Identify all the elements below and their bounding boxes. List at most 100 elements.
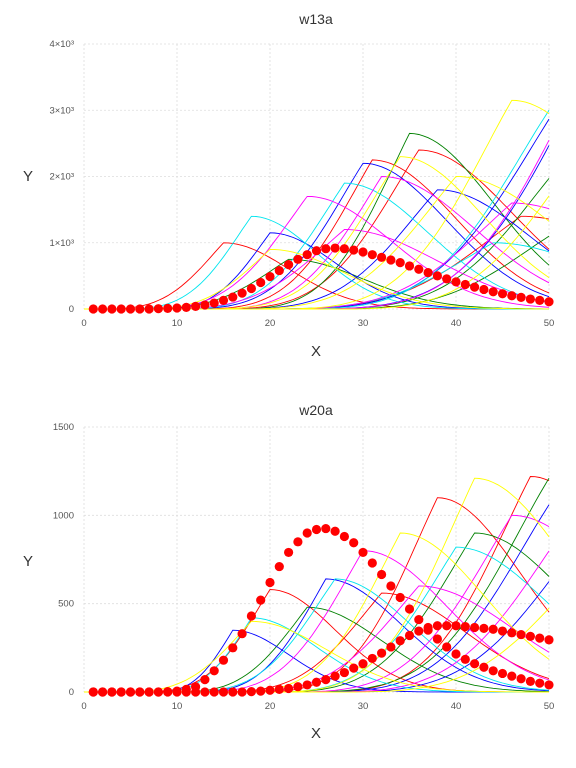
x-tick-label: 10 [172,701,183,712]
chart-w13a: w13a 0 10 20 30 40 50 0 1×10³ 2×10³ 3×10³ 4×10³ X… [23,11,554,360]
data-point [330,526,340,536]
data-point [544,635,554,645]
data-point [479,662,489,672]
data-point [349,663,359,673]
data-point [451,649,461,659]
data-point [535,633,545,643]
data-point [293,682,303,692]
data-point [172,303,182,313]
chart-w20a: w20a 0 10 20 30 40 50 0 500 1000 1500 X Y [23,402,554,742]
data-point [395,592,405,603]
data-point [265,577,275,588]
data-point [153,304,163,314]
y-tick-label: 2×10³ [49,172,74,183]
data-point [144,304,154,314]
data-point [237,629,247,639]
data-point [256,277,266,288]
data-point [516,292,526,303]
data-point [246,687,256,697]
data-point [535,295,545,305]
data-point [488,666,498,676]
data-point [321,675,331,685]
x-tick-label: 30 [358,318,369,329]
data-point [191,687,201,697]
x-tick-label: 50 [544,701,555,712]
data-point [200,675,210,685]
data-point [544,680,554,690]
data-point [432,271,442,281]
y-axis-label: Y [23,168,33,185]
data-point [107,304,117,314]
data-point [237,687,247,697]
y-tick-label: 1000 [53,510,74,521]
ensemble-line [84,159,550,310]
data-point [507,628,517,638]
ensemble-line [84,550,550,693]
data-point [274,684,284,694]
ensemble-line [84,139,550,310]
data-point [525,294,536,304]
data-point [442,274,452,284]
data-point [525,676,536,687]
x-tick-label: 40 [451,701,462,712]
y-tick-label: 3×10³ [49,105,74,116]
data-point [181,302,191,312]
data-point [200,687,210,697]
data-point [470,659,480,669]
ensemble-line [84,145,550,310]
data-point [432,621,442,631]
ensemble-line [84,110,550,310]
data-point [479,284,489,295]
data-point [135,304,145,314]
data-point [358,547,368,558]
data-point [163,303,173,313]
data-point [404,604,415,614]
data-point [321,523,331,534]
ensemble-line [84,476,550,693]
data-point [488,287,498,297]
data-point [414,264,424,274]
data-point [125,687,136,697]
data-point [153,687,163,697]
data-point [460,622,470,632]
data-point [330,243,340,253]
data-point [432,634,442,644]
ensemble-line [84,589,549,693]
y-tick-label: 1500 [53,422,74,433]
data-point [284,547,294,558]
x-tick-label: 50 [544,318,555,329]
data-point [460,654,470,664]
ensemble-line [84,99,550,310]
data-point [116,687,126,697]
data-point [377,648,387,658]
data-point [460,279,470,290]
x-axis-label: X [311,725,321,742]
ensemble-line [84,477,550,693]
data-point [414,626,424,636]
chart-title: w20a [298,402,333,418]
data-point [404,630,415,641]
data-point [237,288,247,298]
data-point [218,687,229,697]
ensemble-line [84,202,550,310]
data-point [181,687,191,697]
data-point [358,247,368,257]
data-point [191,301,201,311]
data-point [451,277,461,287]
data-point [414,614,424,625]
data-point [451,621,461,631]
data-point [274,265,284,276]
data-point [265,685,275,695]
data-point [470,622,480,633]
data-point [404,261,415,271]
data-point [163,687,173,697]
data-point [507,671,517,681]
x-tick-label: 0 [81,701,86,712]
data-point [442,642,452,652]
data-point [488,624,498,634]
x-tick-label: 40 [451,318,462,329]
data-point [88,687,98,697]
data-point [88,304,98,314]
data-point [311,246,322,256]
